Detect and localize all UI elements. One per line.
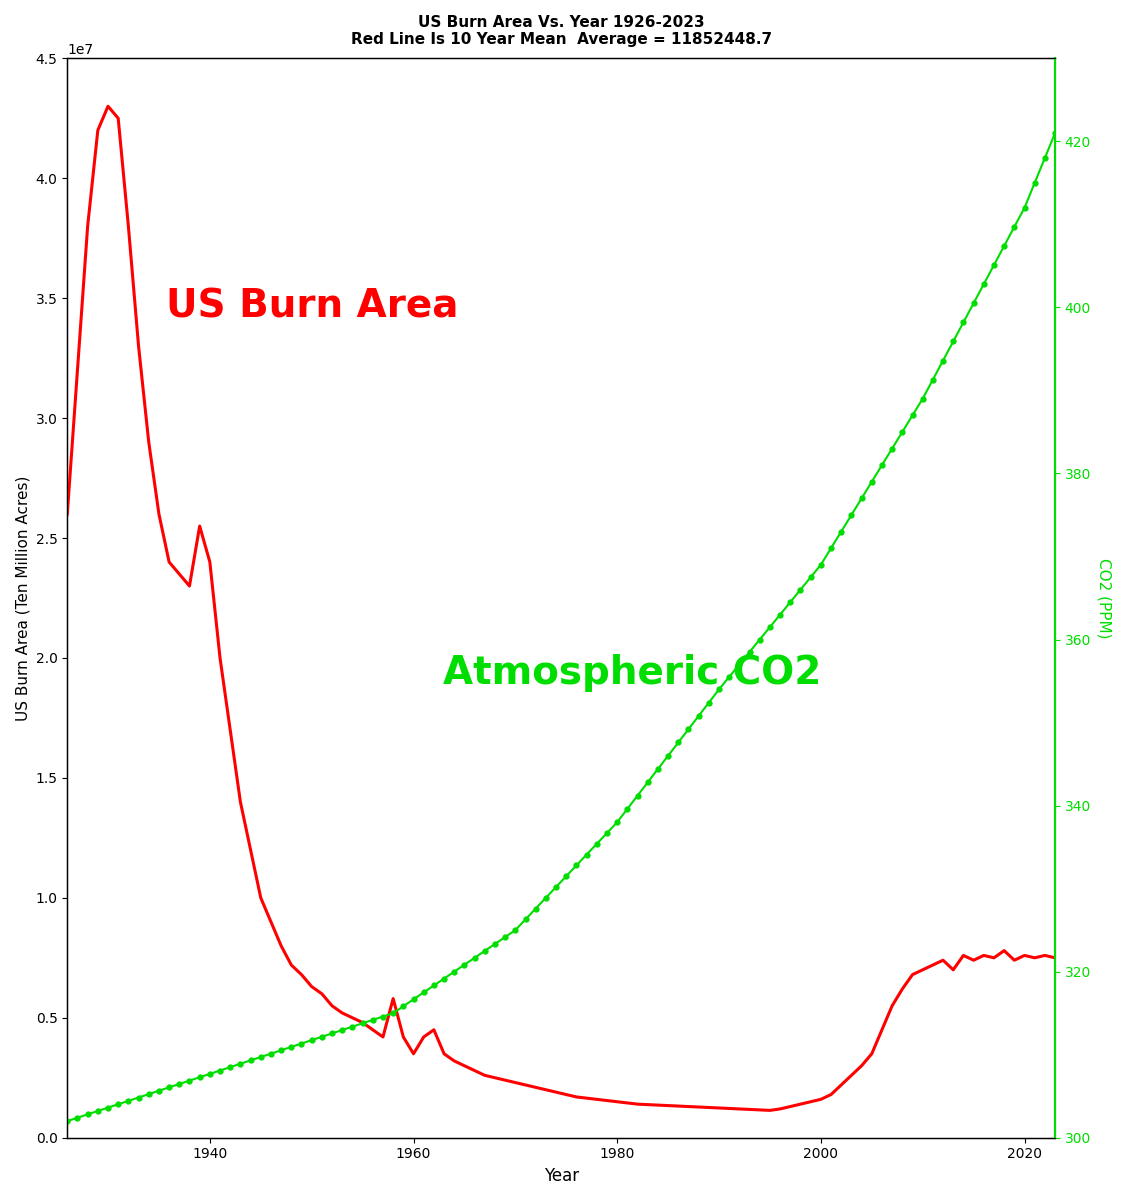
Text: US Burn Area: US Burn Area xyxy=(166,287,459,325)
Text: Atmospheric CO2: Atmospheric CO2 xyxy=(443,654,820,692)
Y-axis label: CO2 (PPM): CO2 (PPM) xyxy=(1097,558,1112,638)
X-axis label: Year: Year xyxy=(543,1166,579,1184)
Y-axis label: US Burn Area (Ten Million Acres): US Burn Area (Ten Million Acres) xyxy=(15,475,30,721)
Title: US Burn Area Vs. Year 1926-2023
Red Line Is 10 Year Mean  Average = 11852448.7: US Burn Area Vs. Year 1926-2023 Red Line… xyxy=(350,14,772,47)
